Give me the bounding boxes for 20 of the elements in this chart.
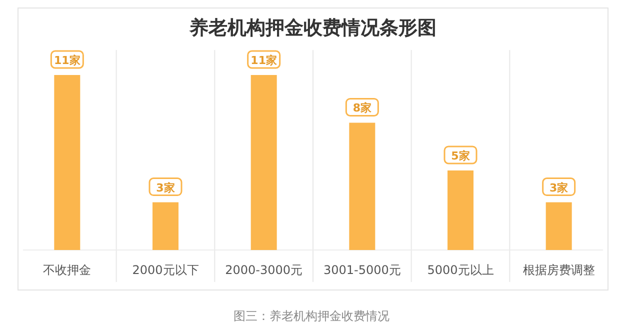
data-label: 3家 [156,181,175,194]
data-label: 8家 [352,102,372,115]
data-label: 11家 [250,54,277,67]
data-label: 3家 [550,181,568,194]
bar [54,75,80,250]
bar [349,122,376,250]
x-tick-label: 不收押金 [43,263,92,277]
bar [448,170,474,250]
x-tick-label: 2000元以下 [132,263,199,277]
data-label: 5家 [451,149,470,162]
x-tick-label: 3001-5000元 [323,263,401,277]
chart-title: 养老机构押金收费情况条形图 [188,17,436,39]
x-tick-label: 根据房费调整 [522,263,595,277]
x-tick-label: 5000元以上 [427,263,494,277]
data-label: 11家 [54,54,80,67]
x-tick-label: 2000-3000元 [225,263,303,277]
bar [152,202,178,250]
text: 图三：养老机构押金收费情况 [234,309,390,323]
bar [546,202,572,250]
bar [250,75,277,250]
